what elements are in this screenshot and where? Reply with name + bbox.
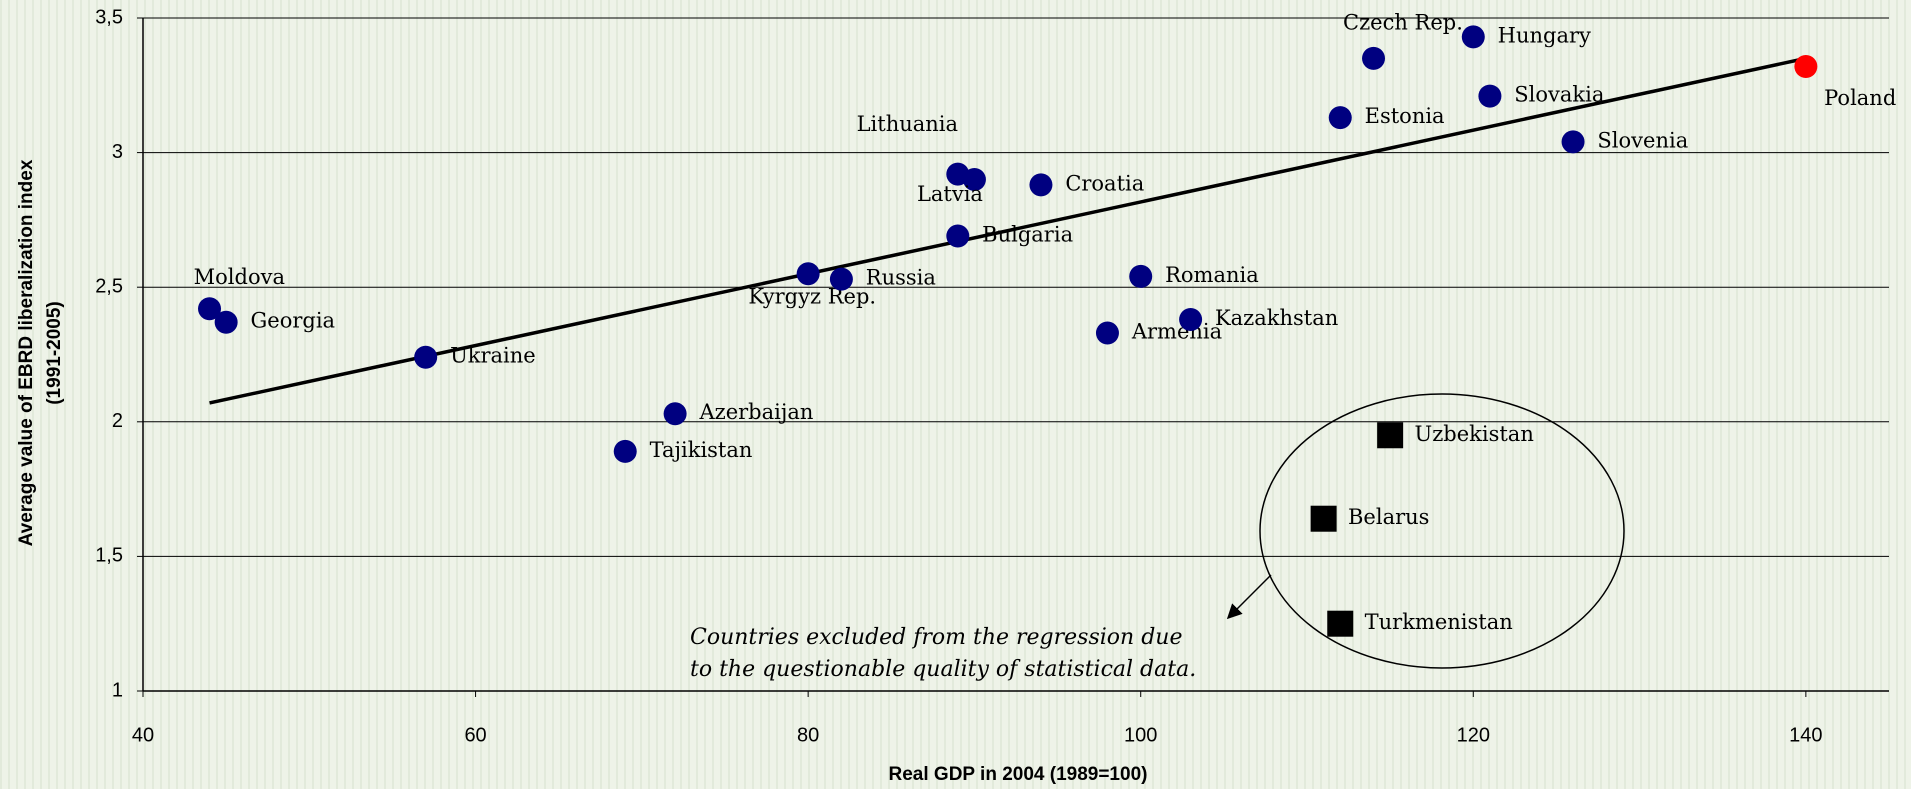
point — [1179, 308, 1203, 332]
point-label: Poland — [1824, 86, 1896, 110]
point — [796, 262, 820, 286]
point-label: Armenia — [1131, 319, 1222, 343]
x-tick-label: 80 — [797, 724, 819, 746]
y-tick-label: 2 — [112, 410, 123, 432]
point — [829, 267, 853, 291]
x-tick-label: 60 — [464, 724, 486, 746]
y-tick-label: 3,5 — [95, 6, 123, 28]
x-tick-label: 100 — [1124, 724, 1157, 746]
point — [946, 224, 970, 248]
point-label: Azerbaijan — [698, 400, 813, 424]
point — [1794, 54, 1818, 78]
point-label: Moldova — [194, 265, 285, 289]
point — [1029, 173, 1053, 197]
point — [1478, 84, 1502, 108]
y-axis-title: Average value of EBRD liberalization ind… — [16, 159, 37, 546]
point-label: Croatia — [1065, 171, 1144, 195]
point — [198, 297, 222, 321]
point — [962, 168, 986, 192]
point-label: Hungary — [1498, 23, 1591, 47]
point-label: Czech Rep. — [1343, 11, 1463, 35]
point — [663, 402, 687, 426]
point-label: Bulgaria — [982, 223, 1073, 247]
point-label: Lithuania — [857, 112, 958, 136]
x-tick-label: 120 — [1457, 724, 1490, 746]
point — [613, 439, 637, 463]
point — [1561, 130, 1585, 154]
x-tick-label: 40 — [132, 724, 154, 746]
point-label: Belarus — [1348, 505, 1429, 529]
point-label: Kazakhstan — [1215, 306, 1338, 330]
annotation: Countries excluded from the regression d… — [690, 625, 1182, 650]
point-label: Uzbekistan — [1415, 422, 1534, 446]
point — [1129, 264, 1153, 288]
point — [1377, 422, 1404, 449]
point — [1095, 321, 1119, 345]
y-tick-label: 1 — [112, 679, 123, 701]
point-label: Russia — [866, 266, 936, 290]
annotation: to the questionable quality of statistic… — [690, 657, 1196, 682]
point-label: Tajikistan — [650, 438, 753, 462]
y-tick-label: 3 — [112, 141, 123, 163]
exclusion-ellipse — [1259, 393, 1625, 669]
point-label: Estonia — [1365, 104, 1445, 128]
point-label: Kyrgyz Rep. — [748, 285, 876, 309]
point — [1310, 505, 1337, 532]
point-label: Turkmenistan — [1365, 610, 1513, 634]
point — [214, 310, 238, 334]
point-label: Latvia — [917, 182, 983, 206]
point — [1327, 610, 1354, 637]
y-tick-label: 2,5 — [95, 275, 123, 297]
x-axis-title: Real GDP in 2004 (1989=100) — [889, 764, 1148, 785]
point — [1362, 46, 1386, 70]
point — [414, 345, 438, 369]
point-label: Ukraine — [450, 344, 536, 368]
point-label: Romania — [1165, 263, 1259, 287]
annotation-arrow — [1226, 574, 1272, 620]
x-tick-label: 140 — [1789, 724, 1822, 746]
trend-line — [209, 56, 1807, 405]
point-label: Slovenia — [1597, 128, 1688, 152]
point-label: Georgia — [251, 309, 336, 333]
y-axis-title: (1991-2005) — [44, 301, 65, 405]
point-label: Slovakia — [1514, 83, 1604, 107]
point — [1461, 25, 1485, 49]
point — [1328, 106, 1352, 130]
y-tick-label: 1,5 — [95, 545, 123, 567]
